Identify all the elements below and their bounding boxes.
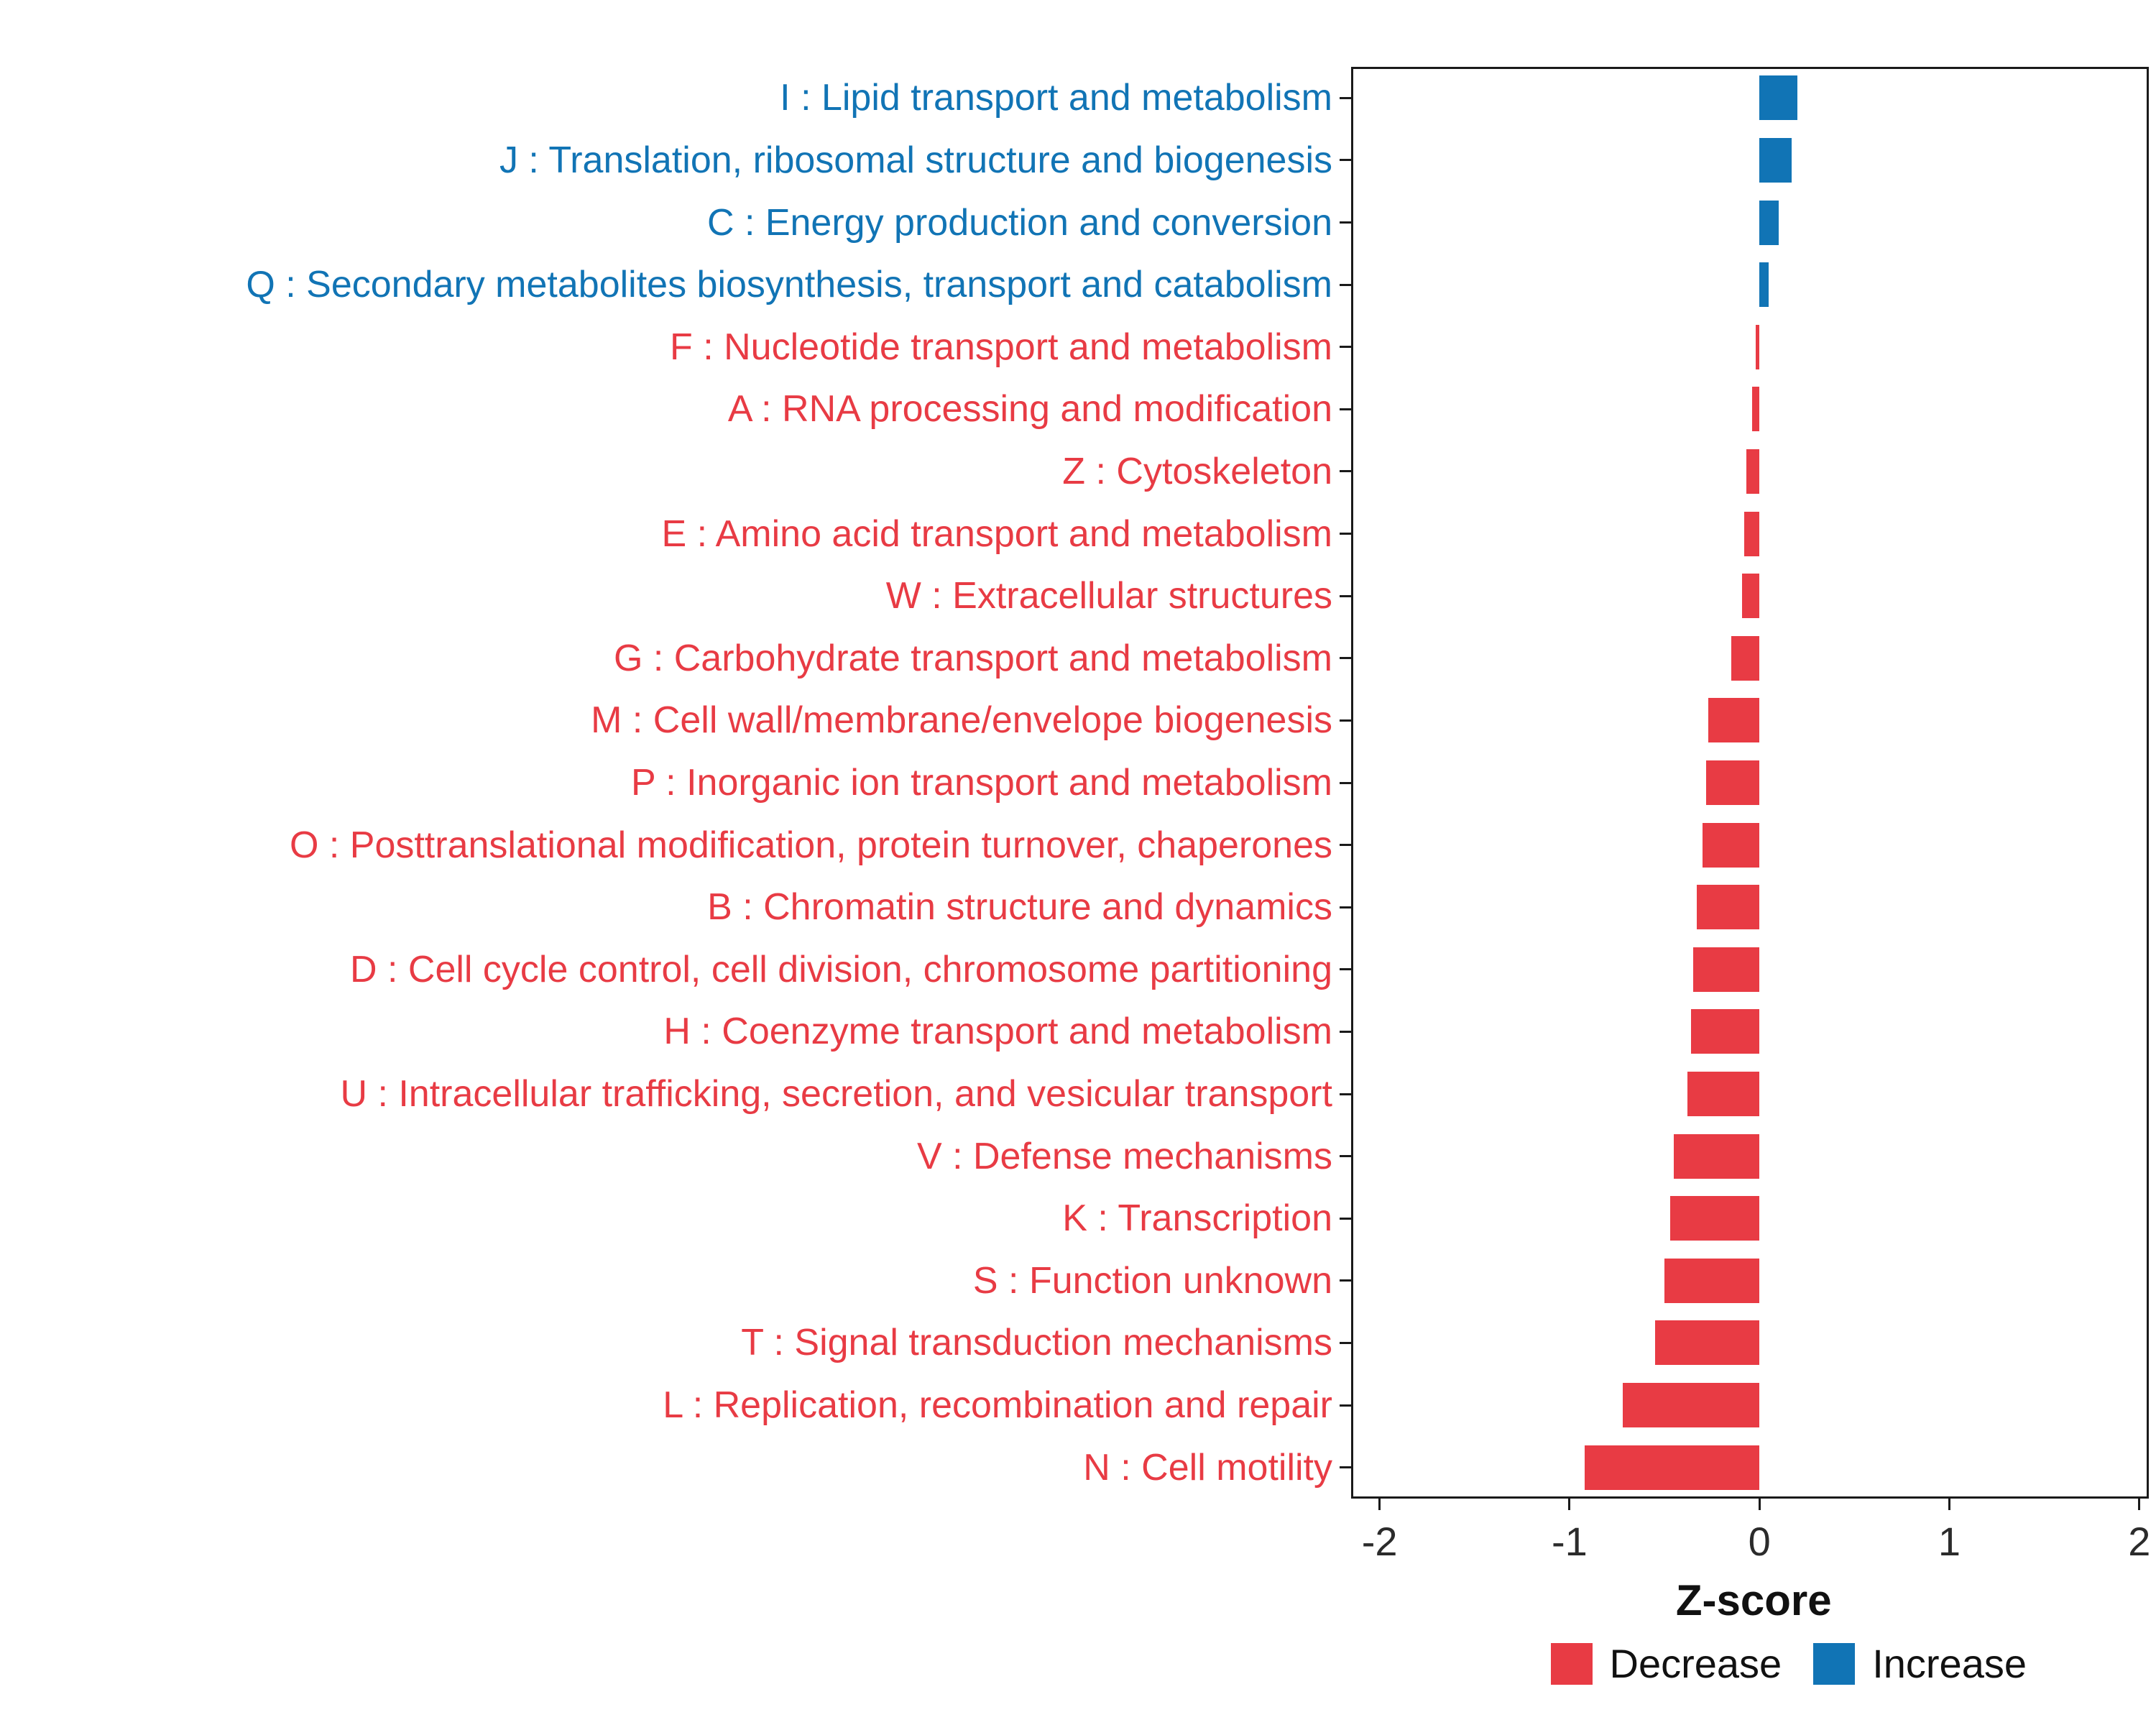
- decrease-swatch: [1550, 1642, 1593, 1685]
- increase-swatch: [1813, 1642, 1856, 1685]
- y-axis-tick: [1340, 1279, 1351, 1282]
- bar: [1742, 574, 1760, 619]
- y-axis-tick: [1340, 96, 1351, 99]
- bar: [1654, 1320, 1760, 1366]
- bar: [1759, 262, 1769, 308]
- x-tick-label: 1: [1938, 1519, 1961, 1564]
- y-axis-tick: [1340, 346, 1351, 349]
- y-axis-tick: [1340, 159, 1351, 162]
- x-tick-label: -2: [1361, 1519, 1398, 1564]
- bar: [1692, 947, 1760, 992]
- bar: [1759, 137, 1792, 183]
- category-label: E : Amino acid transport and metabolism: [661, 512, 1332, 555]
- y-axis-tick: [1340, 533, 1351, 535]
- category-label: H : Coenzyme transport and metabolism: [663, 1011, 1332, 1053]
- bar: [1691, 1009, 1760, 1054]
- x-tick-label: 2: [2128, 1519, 2151, 1564]
- bar: [1759, 200, 1779, 245]
- y-axis-tick: [1340, 657, 1351, 660]
- x-tick-label: 0: [1748, 1519, 1771, 1564]
- bar: [1751, 387, 1760, 432]
- category-label: G : Carbohydrate transport and metabolis…: [613, 637, 1332, 679]
- y-axis-tick: [1340, 1466, 1351, 1469]
- y-axis-tick: [1340, 1217, 1351, 1220]
- category-label: D : Cell cycle control, cell division, c…: [350, 948, 1332, 990]
- y-axis-tick: [1340, 221, 1351, 224]
- bar: [1622, 1383, 1760, 1428]
- bar: [1744, 511, 1760, 556]
- y-axis-tick: [1340, 283, 1351, 286]
- x-axis-tick: [1568, 1499, 1571, 1510]
- bar: [1755, 324, 1760, 369]
- category-label: B : Chromatin structure and dynamics: [707, 886, 1332, 929]
- bar: [1706, 760, 1760, 805]
- y-axis-tick: [1340, 470, 1351, 473]
- category-label: L : Replication, recombination and repai…: [663, 1384, 1332, 1427]
- legend-item-increase: Increase: [1813, 1640, 2027, 1687]
- category-label: I : Lipid transport and metabolism: [780, 77, 1332, 119]
- bar: [1708, 698, 1760, 743]
- category-label: Q : Secondary metabolites biosynthesis, …: [246, 264, 1332, 306]
- category-label: A : RNA processing and modification: [727, 388, 1332, 431]
- y-axis-tick: [1340, 844, 1351, 847]
- y-axis-tick: [1340, 906, 1351, 908]
- bar: [1674, 1133, 1760, 1179]
- category-label: Z : Cytoskeleton: [1062, 450, 1332, 492]
- x-axis-tick: [1948, 1499, 1950, 1510]
- category-label: J : Translation, ribosomal structure and…: [499, 139, 1332, 181]
- category-label: M : Cell wall/membrane/envelope biogenes…: [591, 699, 1332, 742]
- category-label: O : Posttranslational modification, prot…: [289, 824, 1332, 866]
- category-label: V : Defense mechanisms: [916, 1135, 1332, 1177]
- y-axis-tick: [1340, 719, 1351, 722]
- category-label: U : Intracellular trafficking, secretion…: [340, 1073, 1332, 1116]
- x-axis-tick: [2138, 1499, 2141, 1510]
- y-axis-tick: [1340, 1155, 1351, 1158]
- category-label: S : Function unknown: [972, 1259, 1332, 1302]
- legend-item-decrease: Decrease: [1550, 1640, 1782, 1687]
- bar: [1670, 1196, 1760, 1241]
- category-label: F : Nucleotide transport and metabolism: [670, 326, 1332, 368]
- category-label: T : Signal transduction mechanisms: [741, 1322, 1332, 1364]
- legend: Decrease Increase: [1550, 1640, 2027, 1687]
- bar: [1746, 448, 1760, 494]
- bar: [1731, 635, 1760, 681]
- y-axis-tick: [1340, 1030, 1351, 1033]
- category-label: N : Cell motility: [1083, 1446, 1332, 1489]
- y-axis-tick: [1340, 968, 1351, 971]
- x-axis-tick: [1378, 1499, 1381, 1510]
- legend-label-increase: Increase: [1872, 1641, 2027, 1686]
- x-tick-label: -1: [1552, 1519, 1588, 1564]
- y-axis-tick: [1340, 594, 1351, 597]
- bar: [1585, 1445, 1760, 1490]
- x-axis-title: Z-score: [1675, 1576, 1832, 1624]
- y-axis-tick: [1340, 781, 1351, 784]
- category-label: P : Inorganic ion transport and metaboli…: [630, 762, 1332, 804]
- bar: [1759, 75, 1798, 121]
- y-axis-tick: [1340, 1092, 1351, 1095]
- category-label: K : Transcription: [1062, 1197, 1332, 1240]
- y-axis-tick: [1340, 1341, 1351, 1344]
- bar: [1697, 885, 1760, 930]
- bar: [1664, 1258, 1760, 1303]
- y-axis-tick: [1340, 408, 1351, 410]
- x-axis-tick: [1758, 1499, 1761, 1510]
- category-label: C : Energy production and conversion: [706, 201, 1332, 244]
- y-axis-tick: [1340, 1404, 1351, 1407]
- bar: [1687, 1072, 1760, 1117]
- legend-label-decrease: Decrease: [1609, 1641, 1782, 1686]
- category-label: W : Extracellular structures: [885, 575, 1332, 617]
- bar: [1702, 822, 1760, 868]
